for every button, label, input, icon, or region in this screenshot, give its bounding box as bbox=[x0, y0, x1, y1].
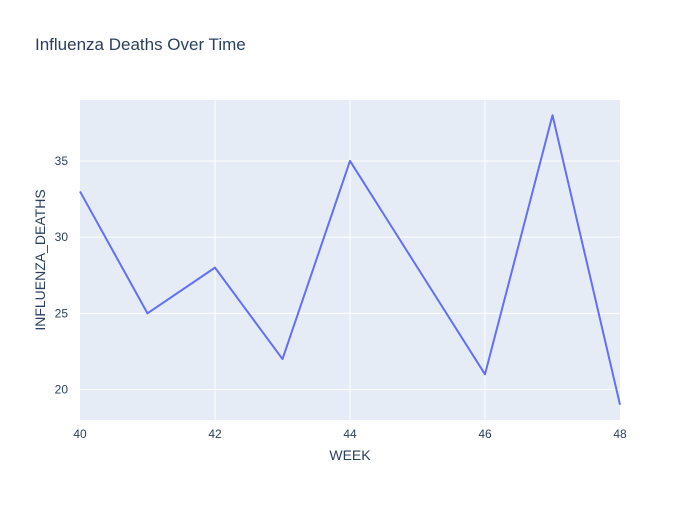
x-axis-title: WEEK bbox=[329, 447, 371, 463]
grid-lines bbox=[80, 100, 620, 420]
x-tick-label: 42 bbox=[208, 427, 222, 441]
x-tick-label: 44 bbox=[343, 427, 357, 441]
series-line bbox=[79, 114, 621, 405]
y-tick-label: 35 bbox=[55, 154, 69, 168]
x-tick-label: 46 bbox=[478, 427, 492, 441]
x-tick-label: 48 bbox=[613, 427, 627, 441]
y-axis-title: INFLUENZA_DEATHS bbox=[32, 189, 48, 330]
y-axis-ticks: 20 25 30 35 bbox=[55, 154, 69, 397]
x-axis-ticks: 40 42 44 46 48 bbox=[73, 427, 627, 441]
y-tick-label: 20 bbox=[55, 383, 69, 397]
y-tick-label: 30 bbox=[55, 230, 69, 244]
series-layer bbox=[79, 114, 621, 405]
chart-title: Influenza Deaths Over Time bbox=[35, 35, 246, 54]
x-tick-label: 40 bbox=[73, 427, 87, 441]
y-tick-label: 25 bbox=[55, 306, 69, 320]
